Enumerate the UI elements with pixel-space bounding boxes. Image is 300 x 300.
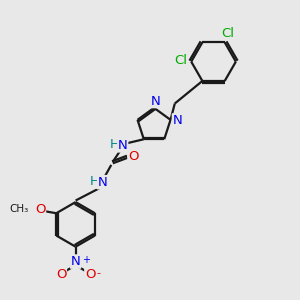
Text: N: N xyxy=(151,94,160,107)
Text: -: - xyxy=(96,268,100,278)
Text: N: N xyxy=(71,255,80,268)
Text: N: N xyxy=(172,114,182,127)
Text: O: O xyxy=(56,268,66,281)
Text: H: H xyxy=(89,175,99,188)
Text: N: N xyxy=(118,139,128,152)
Text: +: + xyxy=(82,255,90,265)
Text: N: N xyxy=(98,176,107,189)
Text: O: O xyxy=(35,203,45,216)
Text: O: O xyxy=(85,268,95,281)
Text: Cl: Cl xyxy=(174,54,187,67)
Text: Cl: Cl xyxy=(221,26,234,40)
Text: H: H xyxy=(110,138,119,151)
Text: O: O xyxy=(128,150,139,163)
Text: CH₃: CH₃ xyxy=(10,204,29,214)
